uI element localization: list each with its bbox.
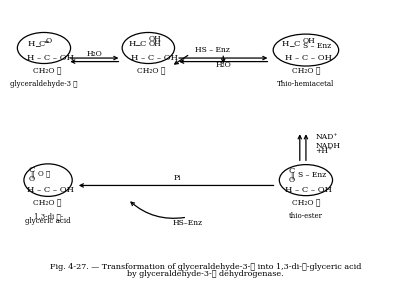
Text: O: O: [29, 175, 35, 183]
Text: OH: OH: [302, 37, 315, 45]
Text: CH₂O ⓟ: CH₂O ⓟ: [33, 67, 61, 75]
Text: 1,3-di ⓟ-: 1,3-di ⓟ-: [34, 212, 62, 220]
Text: C: C: [29, 166, 35, 174]
Text: H: H: [27, 40, 35, 48]
Text: HS–Enz: HS–Enz: [172, 219, 202, 227]
Text: C: C: [39, 40, 45, 48]
Text: C: C: [289, 167, 295, 175]
Text: NADH: NADH: [315, 142, 340, 150]
Text: NAD⁺: NAD⁺: [315, 133, 338, 141]
Text: +H⁺: +H⁺: [315, 147, 332, 155]
Text: CH₂O ⓟ: CH₂O ⓟ: [33, 199, 61, 207]
Text: CH₂O ⓟ: CH₂O ⓟ: [292, 199, 320, 207]
Text: thio-ester: thio-ester: [289, 212, 323, 220]
Text: ─: ─: [135, 41, 140, 49]
Text: S – Enz: S – Enz: [298, 171, 326, 179]
Text: H₂O: H₂O: [86, 50, 102, 59]
Text: ‖: ‖: [290, 172, 293, 180]
Text: ═: ═: [44, 40, 48, 45]
Text: S – Enz: S – Enz: [302, 42, 331, 50]
Text: CH₂O ⓟ: CH₂O ⓟ: [292, 67, 320, 75]
Text: H₂O: H₂O: [215, 61, 231, 69]
Text: ─: ─: [289, 42, 293, 50]
Text: H – C – OH: H – C – OH: [131, 54, 178, 62]
Text: O ⓟ: O ⓟ: [38, 170, 50, 178]
Text: OH: OH: [148, 40, 161, 48]
Text: Fig. 4-27. — Transformation of glyceraldehyde-3-ⓟ into 1,3-di-ⓟ-glyceric acid: Fig. 4-27. — Transformation of glycerald…: [50, 263, 361, 271]
Text: H – C – OH: H – C – OH: [286, 187, 332, 195]
Text: H – C – OH: H – C – OH: [286, 54, 332, 62]
Text: ─: ─: [35, 42, 39, 50]
Text: O: O: [289, 176, 295, 184]
Text: H: H: [282, 40, 289, 48]
Text: O: O: [46, 37, 52, 45]
Text: CH₂O ⓟ: CH₂O ⓟ: [137, 67, 166, 75]
Text: Pi: Pi: [173, 174, 181, 182]
Text: HS – Enz: HS – Enz: [195, 46, 230, 54]
Text: C: C: [293, 40, 300, 48]
Text: glyceraldehyde-3 ⓟ: glyceraldehyde-3 ⓟ: [10, 80, 78, 88]
Text: by glyceraldehyde-3-ⓟ dehydrogenase.: by glyceraldehyde-3-ⓟ dehydrogenase.: [127, 271, 284, 278]
Text: C: C: [139, 40, 146, 48]
Text: OH: OH: [148, 35, 161, 43]
Text: H: H: [128, 40, 136, 48]
Text: H – C – OH: H – C – OH: [27, 54, 74, 62]
Text: glyceric acid: glyceric acid: [25, 217, 71, 225]
Text: H – C – OH: H – C – OH: [27, 187, 74, 195]
Text: ‖: ‖: [30, 170, 34, 178]
Text: Thio-hemiacetal: Thio-hemiacetal: [277, 80, 335, 88]
